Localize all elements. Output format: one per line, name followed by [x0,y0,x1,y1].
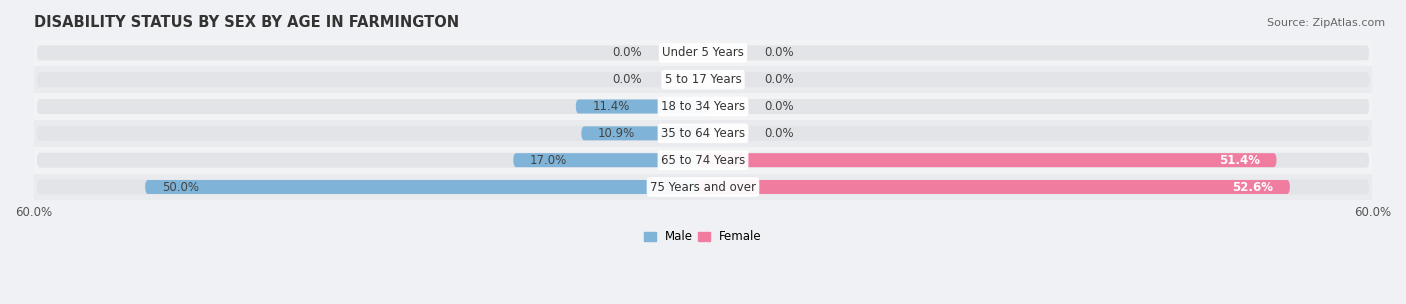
Text: Source: ZipAtlas.com: Source: ZipAtlas.com [1267,18,1385,28]
Text: 35 to 64 Years: 35 to 64 Years [661,127,745,140]
Text: 0.0%: 0.0% [765,127,794,140]
Text: 0.0%: 0.0% [612,73,641,86]
Text: 51.4%: 51.4% [1219,154,1260,167]
Text: 65 to 74 Years: 65 to 74 Years [661,154,745,167]
Text: 50.0%: 50.0% [162,181,198,194]
FancyBboxPatch shape [37,179,1369,195]
Bar [34,93,1372,120]
FancyBboxPatch shape [37,45,1369,60]
Bar [34,120,1372,147]
Bar [34,66,1372,93]
FancyBboxPatch shape [697,153,1277,167]
Bar [34,40,1372,66]
Text: 17.0%: 17.0% [530,154,567,167]
FancyBboxPatch shape [37,126,1369,141]
Text: 0.0%: 0.0% [612,47,641,59]
FancyBboxPatch shape [37,99,1369,114]
Text: DISABILITY STATUS BY SEX BY AGE IN FARMINGTON: DISABILITY STATUS BY SEX BY AGE IN FARMI… [34,15,458,30]
Text: Under 5 Years: Under 5 Years [662,47,744,59]
FancyBboxPatch shape [145,180,709,194]
Text: 0.0%: 0.0% [765,100,794,113]
Text: 18 to 34 Years: 18 to 34 Years [661,100,745,113]
FancyBboxPatch shape [576,99,709,113]
Text: 5 to 17 Years: 5 to 17 Years [665,73,741,86]
Text: 10.9%: 10.9% [598,127,636,140]
FancyBboxPatch shape [37,72,1369,87]
FancyBboxPatch shape [37,153,1369,168]
Text: 0.0%: 0.0% [765,47,794,59]
FancyBboxPatch shape [582,126,709,140]
Text: 11.4%: 11.4% [592,100,630,113]
Bar [34,174,1372,200]
Text: 75 Years and over: 75 Years and over [650,181,756,194]
FancyBboxPatch shape [697,180,1289,194]
Bar [34,147,1372,174]
Text: 52.6%: 52.6% [1232,181,1274,194]
Legend: Male, Female: Male, Female [640,226,766,248]
Text: 0.0%: 0.0% [765,73,794,86]
FancyBboxPatch shape [513,153,709,167]
